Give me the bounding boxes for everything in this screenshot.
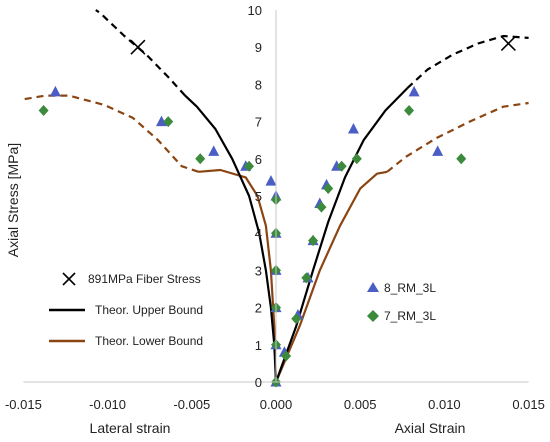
y-tick-label: 1 bbox=[255, 338, 262, 353]
lower-bound-axial-solid bbox=[274, 170, 388, 383]
x-tick-label: -0.010 bbox=[89, 397, 126, 412]
legend-7rm3l-label: 7_RM_3L bbox=[384, 309, 436, 323]
legend-lower-bound-label: Theor. Lower Bound bbox=[95, 334, 203, 348]
series-7rm3l-point bbox=[195, 153, 206, 165]
legend-8rm3l-marker bbox=[367, 282, 379, 292]
upper-bound-lateral-solid bbox=[184, 94, 278, 383]
x-tick-label: 0.015 bbox=[512, 397, 545, 412]
legend-left: 891MPa Fiber Stress Theor. Upper Bound T… bbox=[49, 272, 203, 348]
legend-fiber-stress-marker bbox=[62, 272, 76, 286]
series-8rm3l-point bbox=[49, 85, 61, 97]
legend-fiber-stress-label: 891MPa Fiber Stress bbox=[88, 272, 201, 286]
y-tick-label: 10 bbox=[248, 3, 262, 18]
y-tick-label: 8 bbox=[255, 77, 262, 92]
series-8rm3l-point bbox=[265, 175, 277, 186]
series-7rm3l-point bbox=[163, 116, 174, 128]
series-7rm3l-point bbox=[301, 272, 312, 284]
y-tick-label: 7 bbox=[255, 115, 262, 130]
lower-bound-lateral-dashed bbox=[23, 94, 199, 173]
tick-labels: -0.015 -0.010 -0.005 0.000 0.005 0.010 0.015 0 1… bbox=[5, 3, 545, 412]
x-tick-label: -0.015 bbox=[5, 397, 42, 412]
legend-right: 8_RM_3L 7_RM_3L bbox=[367, 281, 436, 323]
x-tick-label: 0.010 bbox=[428, 397, 461, 412]
legend-8rm3l-label: 8_RM_3L bbox=[384, 281, 436, 295]
legend-7rm3l-marker bbox=[367, 310, 379, 322]
x-tick-label: -0.005 bbox=[173, 397, 210, 412]
series-8rm3l-point bbox=[408, 85, 420, 97]
lower-bound-lateral-solid bbox=[198, 168, 278, 383]
series-7rm3l-point bbox=[244, 160, 255, 172]
series-7rm3l-point bbox=[291, 313, 302, 325]
y-axis-label: Axial Stress [MPa] bbox=[5, 143, 21, 257]
lower-bound-axial-dashed bbox=[386, 101, 529, 173]
series-7rm3l-point bbox=[404, 104, 415, 116]
y-tick-label: 4 bbox=[255, 226, 262, 241]
y-tick-label: 9 bbox=[255, 40, 262, 55]
axes bbox=[23, 10, 529, 383]
fiber-stress-stroke bbox=[500, 35, 516, 52]
y-tick-label: 2 bbox=[255, 301, 262, 316]
x-axis-label-lateral: Lateral strain bbox=[90, 420, 171, 436]
y-tick-label: 5 bbox=[255, 189, 262, 204]
series-7rm3l-point bbox=[456, 153, 467, 165]
upper-bound-lateral-dashed bbox=[95, 9, 186, 97]
x-tick-label: 0.000 bbox=[260, 397, 293, 412]
x-axis-label-axial: Axial Strain bbox=[395, 420, 466, 436]
series-8rm3l-point bbox=[155, 115, 167, 127]
fiber-stress-marker bbox=[130, 39, 146, 55]
series-7rm3l-point bbox=[38, 104, 49, 116]
y-tick-label: 3 bbox=[255, 263, 262, 278]
series-7rm3l-point bbox=[308, 235, 319, 247]
series-7rm3l-point bbox=[323, 183, 334, 195]
upper-bound-axial-dashed bbox=[406, 34, 529, 89]
series-8rm3l-point bbox=[432, 145, 444, 156]
y-tick-label: 6 bbox=[255, 152, 262, 167]
series-7rm3l-point bbox=[336, 160, 347, 172]
series-7rm3l-point bbox=[281, 350, 292, 362]
series-7rm3l-point bbox=[316, 201, 327, 213]
y-tick-label: 0 bbox=[255, 375, 262, 390]
legend-upper-bound-label: Theor. Upper Bound bbox=[95, 303, 203, 317]
series-7rm3l-point bbox=[351, 153, 362, 165]
fiber-stress-marker bbox=[500, 35, 516, 52]
fiber-stress-stroke bbox=[130, 39, 146, 55]
series-8rm3l-point bbox=[208, 145, 220, 156]
series-8rm3l-point bbox=[347, 123, 359, 134]
x-tick-label: 0.005 bbox=[344, 397, 377, 412]
